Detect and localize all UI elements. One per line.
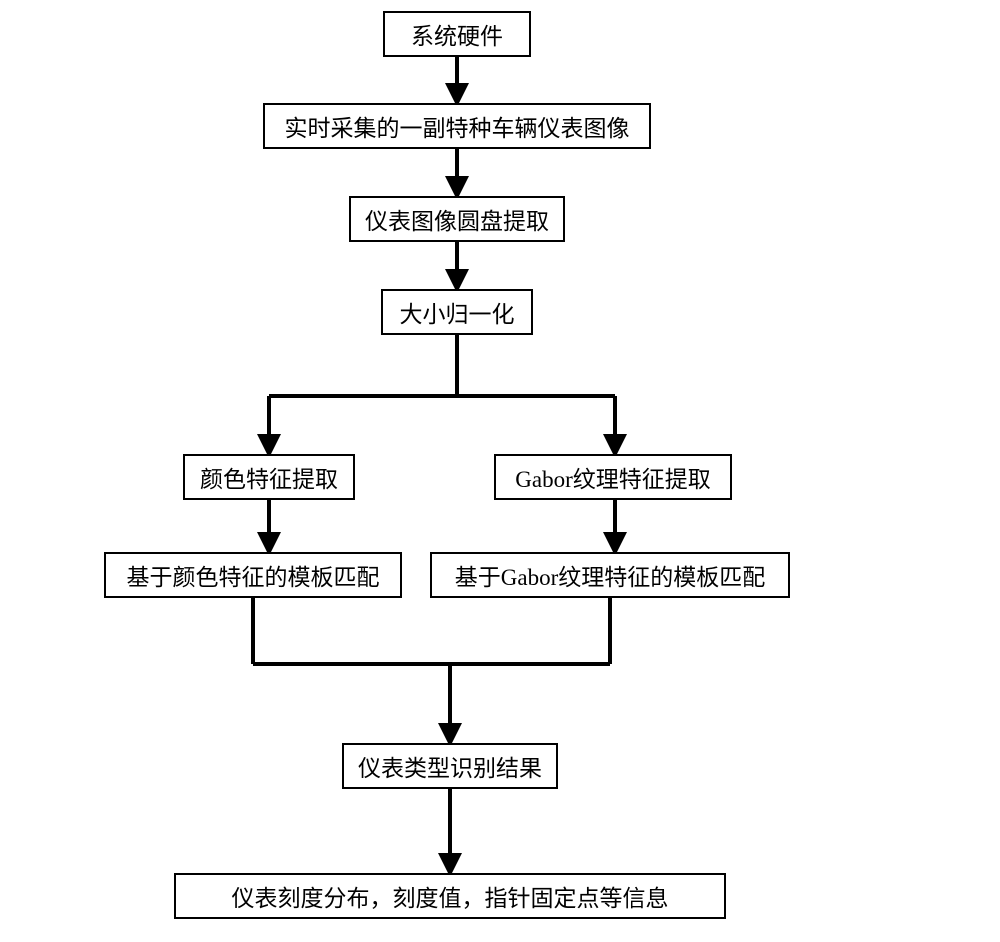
flowchart-node: 颜色特征提取 (183, 454, 355, 500)
flowchart-node: 仪表类型识别结果 (342, 743, 558, 789)
flowchart-node: 仪表刻度分布，刻度值，指针固定点等信息 (174, 873, 726, 919)
flowchart-node: 基于颜色特征的模板匹配 (104, 552, 402, 598)
flowchart-node: 仪表图像圆盘提取 (349, 196, 565, 242)
flowchart-container: 系统硬件实时采集的一副特种车辆仪表图像仪表图像圆盘提取大小归一化颜色特征提取 Ga… (0, 0, 1000, 942)
flowchart-node: 大小归一化 (381, 289, 533, 335)
flowchart-node: 系统硬件 (383, 11, 531, 57)
flowchart-node: 基于Gabor纹理特征的模板匹配 (430, 552, 790, 598)
flowchart-node: 实时采集的一副特种车辆仪表图像 (263, 103, 651, 149)
flowchart-node: Gabor纹理特征提取 (494, 454, 732, 500)
